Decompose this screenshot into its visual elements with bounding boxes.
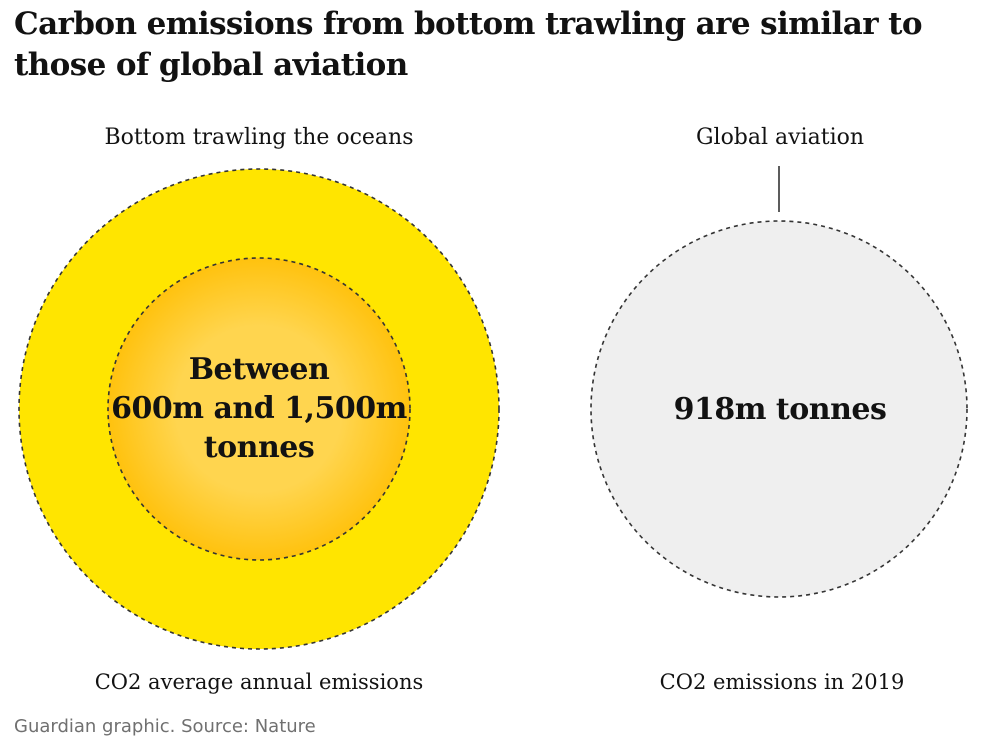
trawling-lower-bound-circle xyxy=(107,257,411,561)
source-note: Guardian graphic. Source: Nature xyxy=(14,716,316,737)
trawling-value-label-line-3: tonnes xyxy=(204,430,314,465)
aviation-value-label: 918m tonnes xyxy=(674,392,887,427)
aviation-circle xyxy=(590,220,968,598)
aviation-caption: CO2 emissions in 2019 xyxy=(660,670,905,694)
trawling-value-label-line-2: 600m and 1,500m xyxy=(111,391,407,426)
trawling-group: Bottom trawling the oceans Between 600m … xyxy=(18,125,500,694)
aviation-series-label: Global aviation xyxy=(696,125,864,150)
trawling-value-label-line-1: Between xyxy=(189,352,330,387)
chart-title: Carbon emissions from bottom trawling ar… xyxy=(14,6,923,83)
aviation-group: Global aviation 918m tonnes CO2 emission… xyxy=(590,125,968,694)
trawling-series-label: Bottom trawling the oceans xyxy=(105,125,414,150)
trawling-caption: CO2 average annual emissions xyxy=(95,670,424,694)
